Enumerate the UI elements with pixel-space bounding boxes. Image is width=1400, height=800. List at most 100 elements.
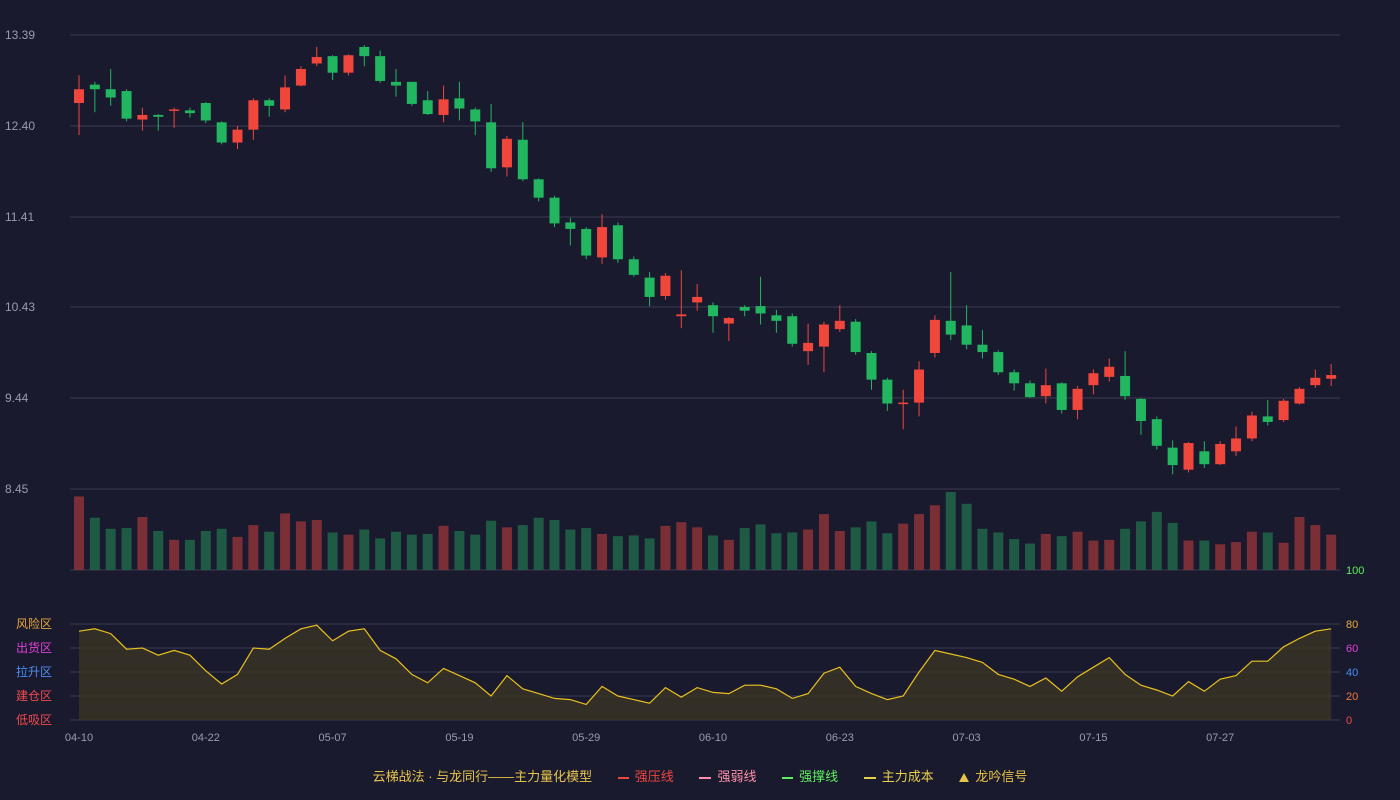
candle (1088, 369, 1099, 395)
candle (549, 195, 560, 228)
candle (1183, 442, 1194, 473)
candle (422, 91, 433, 115)
candle (359, 45, 370, 67)
volume-bar (216, 528, 227, 570)
candle-body (1278, 400, 1289, 421)
candle (105, 69, 116, 106)
volume-bar (898, 523, 909, 570)
candle-body (1262, 416, 1273, 422)
volume-bar (1231, 542, 1242, 570)
candle-body (755, 306, 766, 314)
volume-bar (945, 492, 956, 570)
candle-body (105, 89, 116, 98)
volume-bar (295, 521, 306, 570)
candle (787, 313, 798, 347)
volume-bar (280, 513, 291, 570)
candle-body (1104, 366, 1115, 377)
yellow-dashed-line-icon (863, 776, 876, 779)
x-tick-label: 05-19 (445, 732, 473, 744)
candle (1025, 380, 1035, 399)
candle (89, 81, 100, 113)
zone-label: 低吸区 (16, 713, 52, 727)
volume-bar (660, 525, 671, 570)
candle-body (961, 325, 972, 345)
candle (818, 321, 829, 373)
candle-body (898, 402, 909, 405)
volume-bar (708, 535, 718, 570)
volume-bar (232, 536, 243, 570)
candle-body (723, 318, 734, 324)
volume-series (74, 492, 1337, 570)
price-tick-label: 12.40 (5, 119, 35, 133)
candle-body (597, 227, 608, 258)
legend-item-dragon-signal[interactable]: 龙吟信号 (959, 766, 1027, 785)
zone-label: 建仓区 (16, 689, 52, 703)
candle (184, 107, 195, 118)
candle (1326, 364, 1337, 387)
volume-bar (200, 531, 211, 570)
volume-bar (248, 525, 259, 570)
volume-bar (961, 503, 972, 570)
candle (343, 54, 354, 76)
candle-body (1009, 372, 1020, 384)
volume-bar (628, 535, 639, 570)
volume-bar (1199, 540, 1210, 570)
candle-body (1025, 383, 1035, 398)
candle-body (549, 197, 560, 224)
candle-body (771, 315, 782, 321)
candle (660, 273, 671, 300)
volume-bar (565, 529, 576, 570)
candle (597, 214, 608, 264)
candle (375, 50, 386, 83)
candle-body (882, 379, 893, 404)
candle (517, 122, 528, 182)
volume-bar (612, 536, 623, 570)
candle-body (929, 319, 940, 353)
candle-body (628, 259, 639, 275)
volume-bar (327, 532, 338, 570)
candle (121, 89, 132, 122)
oscillator-series (78, 624, 1332, 720)
volume-bar (676, 522, 687, 570)
legend-item-strength-line[interactable]: 强弱线 (699, 766, 756, 785)
legend-item-strong-resistance[interactable]: 强压线 (617, 766, 674, 785)
volume-bar (818, 514, 829, 570)
volume-bar (755, 524, 766, 570)
volume-bar (1088, 540, 1099, 570)
volume-bar (929, 505, 940, 570)
osc-tick-label: 40 (1346, 667, 1358, 679)
candle (993, 350, 1004, 376)
volume-bar (882, 533, 893, 570)
red-line-icon (617, 776, 629, 779)
candle (533, 178, 544, 202)
volume-bar (470, 534, 481, 570)
price-tick-label: 11.41 (5, 210, 34, 224)
candle (771, 309, 782, 333)
volume-bar (1040, 533, 1051, 570)
candle (1072, 386, 1083, 420)
candle-body (375, 56, 386, 81)
candle-body (391, 81, 401, 86)
candle-body (708, 305, 718, 317)
oscillator-line (78, 624, 1332, 706)
legend-item-strong-support[interactable]: 强撑线 (782, 766, 838, 785)
volume-bar (438, 525, 449, 570)
axis-labels: 13.39 12.40 11.41 10.43 9.44 8.45 100 80 60 40 20 0… (5, 28, 1364, 744)
candle (866, 351, 877, 390)
candle (1120, 351, 1131, 400)
volume-bar (993, 532, 1004, 570)
candle-body (406, 81, 417, 104)
x-tick-label: 04-22 (192, 732, 220, 744)
candlestick-series (74, 45, 1337, 475)
x-tick-label: 06-23 (826, 732, 854, 744)
volume-bar (1183, 540, 1194, 570)
legend-item-main-cost[interactable]: 主力成本 (863, 766, 934, 785)
candle (612, 222, 623, 263)
candle (1151, 416, 1162, 450)
candle (914, 361, 925, 417)
candle-body (200, 103, 211, 121)
volume-bar (406, 534, 417, 570)
candle-body (993, 352, 1004, 373)
candle (977, 330, 988, 359)
